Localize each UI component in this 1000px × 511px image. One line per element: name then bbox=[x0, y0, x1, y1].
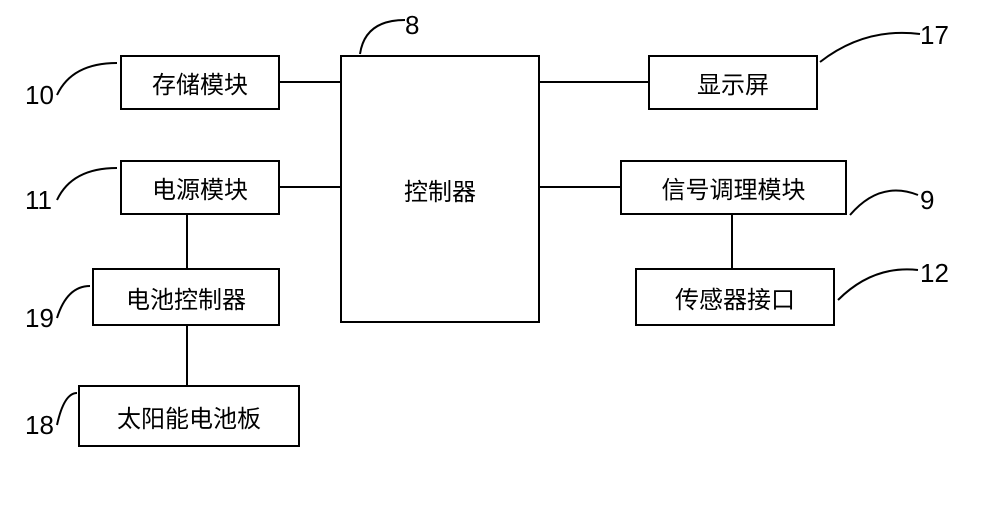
callout-curve-10 bbox=[52, 58, 122, 100]
callout-curve-11 bbox=[52, 163, 122, 205]
connector-line bbox=[186, 326, 188, 385]
callout-curve-17 bbox=[815, 22, 925, 64]
power-module-box: 电源模块 bbox=[120, 160, 280, 215]
sensor-interface-label: 传感器接口 bbox=[675, 280, 795, 315]
callout-11: 11 bbox=[25, 185, 52, 216]
power-module-label: 电源模块 bbox=[152, 170, 248, 205]
callout-curve-8 bbox=[355, 12, 410, 57]
callout-curve-19 bbox=[52, 281, 94, 323]
callout-12: 12 bbox=[920, 258, 949, 289]
callout-curve-18 bbox=[52, 388, 80, 430]
callout-19: 19 bbox=[25, 303, 54, 334]
callout-curve-9 bbox=[845, 175, 923, 217]
signal-conditioning-label: 信号调理模块 bbox=[662, 170, 806, 205]
connector-line bbox=[731, 215, 733, 268]
callout-18: 18 bbox=[25, 410, 54, 441]
connector-line bbox=[186, 215, 188, 268]
connector-line bbox=[280, 186, 340, 188]
callout-10: 10 bbox=[25, 80, 54, 111]
display-box: 显示屏 bbox=[648, 55, 818, 110]
signal-conditioning-box: 信号调理模块 bbox=[620, 160, 847, 215]
connector-line bbox=[280, 81, 340, 83]
storage-module-label: 存储模块 bbox=[152, 65, 248, 100]
battery-controller-label: 电池控制器 bbox=[126, 280, 246, 315]
callout-curve-12 bbox=[833, 260, 923, 302]
connector-line bbox=[540, 81, 648, 83]
solar-panel-box: 太阳能电池板 bbox=[78, 385, 300, 447]
storage-module-box: 存储模块 bbox=[120, 55, 280, 110]
controller-label: 控制器 bbox=[404, 172, 476, 207]
controller-box: 控制器 bbox=[340, 55, 540, 323]
solar-panel-label: 太阳能电池板 bbox=[117, 399, 261, 434]
sensor-interface-box: 传感器接口 bbox=[635, 268, 835, 326]
display-label: 显示屏 bbox=[697, 65, 769, 100]
connector-line bbox=[540, 186, 620, 188]
battery-controller-box: 电池控制器 bbox=[92, 268, 280, 326]
